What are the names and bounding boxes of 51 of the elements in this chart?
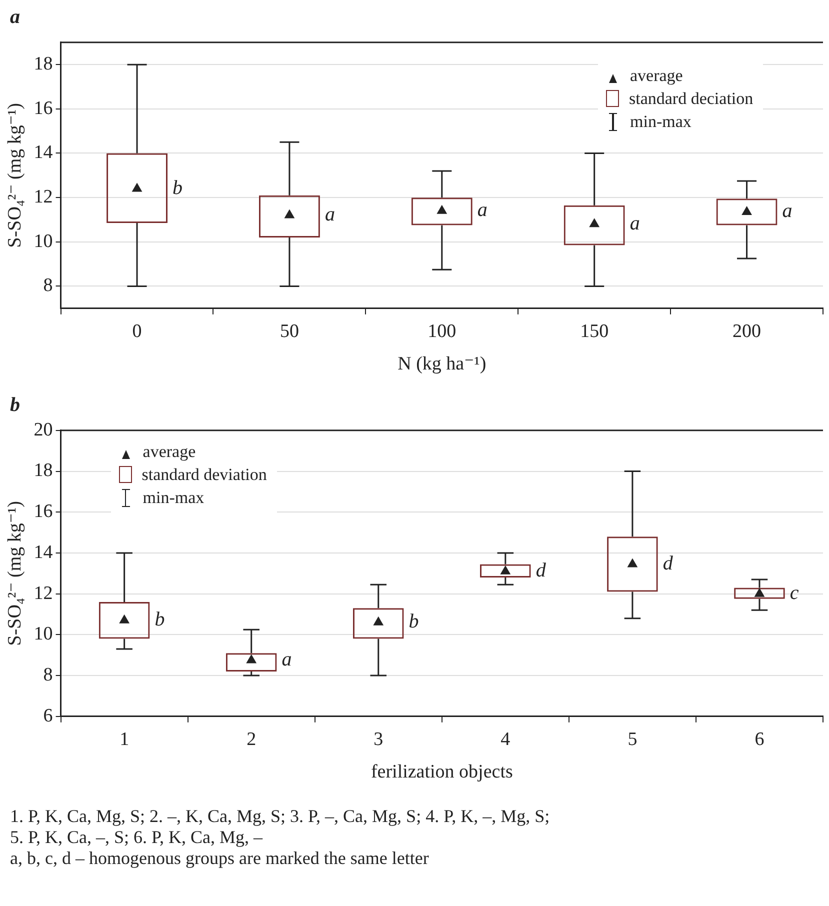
x-tick-label: 0 xyxy=(132,320,142,342)
annotation: d xyxy=(536,560,547,582)
x-tick-label: 4 xyxy=(500,728,511,750)
y-tick-label: 6 xyxy=(43,705,53,726)
x-axis-title: N (kg ha⁻¹) xyxy=(398,354,486,375)
annotation: c xyxy=(790,582,799,604)
annotation: b xyxy=(408,610,419,633)
chart-title: b xyxy=(10,394,21,416)
annotation: a xyxy=(477,199,488,222)
y-axis-title: S-SO₄²⁻ (mg kg⁻¹) xyxy=(4,103,26,248)
y-tick-label: 12 xyxy=(34,186,53,208)
chart-title: a xyxy=(10,6,21,28)
x-tick-label: 3 xyxy=(374,728,384,750)
x-tick-label: 1 xyxy=(120,728,130,750)
annotation: average xyxy=(630,65,683,88)
y-tick-label: 12 xyxy=(34,582,53,604)
x-tick-label: 100 xyxy=(428,320,456,342)
x-tick-label: 6 xyxy=(754,728,764,750)
x-tick-label: 2 xyxy=(246,728,256,750)
annotation: a xyxy=(630,212,640,234)
annotation: b xyxy=(154,608,165,631)
y-tick-label: 8 xyxy=(43,275,53,296)
annotation: average xyxy=(142,441,196,464)
y-tick-label: 18 xyxy=(34,54,53,75)
annotation: standard deviation xyxy=(142,464,267,486)
x-tick-label: 200 xyxy=(732,320,762,342)
y-tick-label: 8 xyxy=(43,664,53,686)
y-axis-title: S-SO₄²⁻ (mg kg⁻¹) xyxy=(4,501,26,646)
text: a, b, c, d – homogenous groups are marked the same letter xyxy=(10,848,430,869)
x-axis-title: ferilization objects xyxy=(370,762,513,783)
text: 1. P, K, Ca, Mg, S; 2. –, K, Ca, Mg, S; 3. P, –, Ca, Mg, S; 4. P, K, –, Mg, S; xyxy=(10,806,551,827)
annotation: a xyxy=(324,204,335,226)
annotation: min-max xyxy=(142,487,204,510)
y-tick-label: 10 xyxy=(34,230,53,252)
x-tick-label: 50 xyxy=(280,320,299,342)
y-tick-label: 14 xyxy=(34,142,54,164)
y-tick-label: 18 xyxy=(34,460,53,482)
text: 5. P, K, Ca, –, S; 6. P, K, Ca, Mg, – xyxy=(10,827,264,848)
annotation: min-max xyxy=(630,111,692,134)
annotation: a xyxy=(782,200,792,222)
y-tick-label: 16 xyxy=(34,98,53,119)
x-tick-label: 5 xyxy=(628,728,638,750)
annotation: d xyxy=(662,552,674,574)
annotation: b xyxy=(172,176,183,199)
y-tick-label: 20 xyxy=(34,419,53,440)
annotation: standard deciation xyxy=(629,88,754,110)
y-tick-label: 16 xyxy=(34,501,53,522)
y-tick-label: 10 xyxy=(34,624,53,645)
annotation: a xyxy=(282,648,292,670)
y-tick-label: 14 xyxy=(34,542,54,563)
x-tick-label: 150 xyxy=(580,320,609,342)
